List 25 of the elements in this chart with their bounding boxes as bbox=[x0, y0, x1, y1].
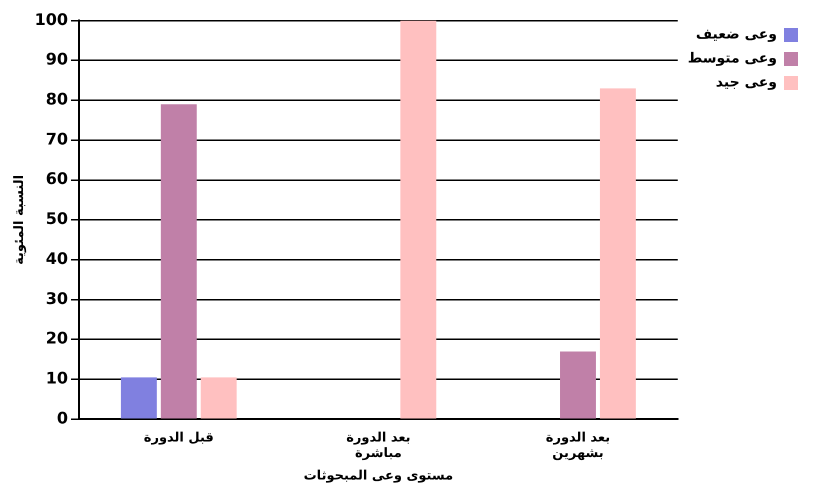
y-tick-label: 0 bbox=[56, 408, 68, 428]
bar bbox=[160, 104, 197, 418]
y-tick-label: 60 bbox=[46, 169, 68, 188]
y-tick-label: 40 bbox=[46, 248, 68, 268]
x-tick-label: بعد الدورة مباشرة bbox=[346, 430, 411, 461]
bar bbox=[400, 20, 436, 418]
bar bbox=[600, 88, 636, 418]
x-tick-label: بعد الدورة بشهرين bbox=[546, 430, 610, 461]
y-tick-label: 50 bbox=[46, 209, 68, 228]
y-tick-label: 80 bbox=[46, 89, 68, 108]
x-axis-title: مستوى وعى المبحوثات bbox=[304, 468, 454, 484]
y-axis-title: النسبة المئوية bbox=[12, 174, 28, 265]
y-tick-label: 10 bbox=[46, 368, 68, 388]
legend-label: وعى متوسط bbox=[688, 50, 777, 67]
bar bbox=[200, 377, 237, 418]
bar bbox=[120, 377, 157, 418]
y-tick-label: 20 bbox=[46, 328, 68, 348]
x-tick-label: قبل الدورة bbox=[144, 430, 214, 446]
legend-label: وعى جيد bbox=[716, 74, 777, 91]
y-tick-label: 30 bbox=[46, 288, 68, 308]
y-tick-label: 90 bbox=[46, 50, 68, 69]
y-tick-label: 100 bbox=[34, 10, 68, 29]
y-tick-label: 70 bbox=[46, 129, 68, 148]
legend-label: وعى ضعيف bbox=[696, 26, 777, 43]
bar bbox=[560, 351, 596, 418]
